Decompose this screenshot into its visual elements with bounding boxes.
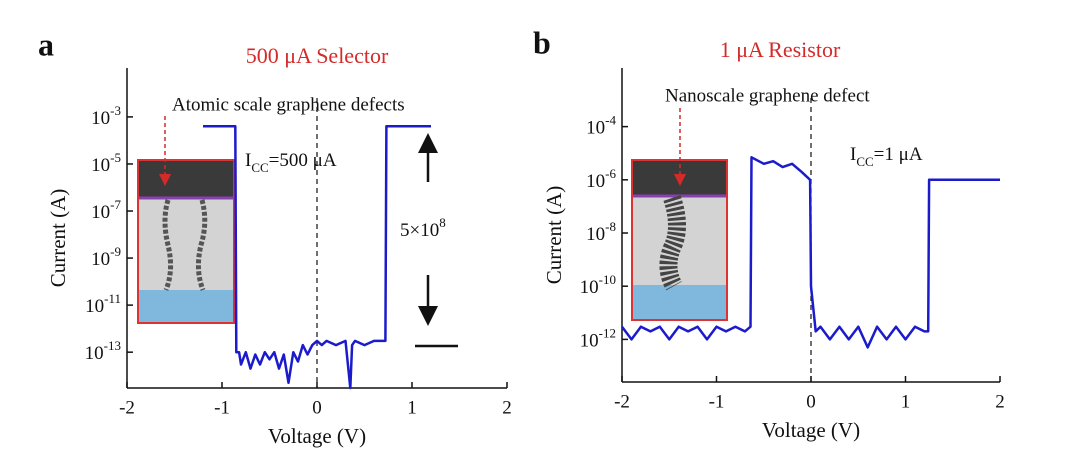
inset-a [137,159,235,324]
chart-title: 500 μA Selector [246,43,389,68]
annotation: 5×108 [400,215,446,241]
text-part: -12 [599,326,616,341]
chart-title: 1 μA Resistor [720,37,841,62]
y-tick-label: 10-12 [580,326,616,352]
x-tick-label: 1 [901,391,911,412]
x-tick-label: -1 [214,397,230,418]
y-tick-label: 10-3 [91,103,121,129]
x-tick-label: -2 [614,391,630,412]
inset-b [631,159,728,321]
y-tick-label: 10-5 [91,150,121,176]
text-part: -13 [104,339,121,354]
text-part: =500 μA [269,150,337,171]
x-tick-label: 1 [407,397,417,418]
text-part: -11 [104,292,121,307]
x-tick-label: 0 [312,397,322,418]
text-part: 10 [85,296,104,317]
text-part: 10 [586,171,605,192]
y-tick-label: 10-11 [85,292,121,318]
text-part: -7 [110,198,121,213]
text-part: 10 [91,108,110,129]
x-axis-label: Voltage (V) [268,424,366,448]
text-part: 10 [586,224,605,245]
text-part: -9 [110,245,121,260]
text-part: CC [251,160,268,175]
text-part: -8 [605,219,616,234]
text-part: -4 [605,113,616,128]
x-tick-label: -2 [119,397,135,418]
y-tick-label: 10-7 [91,198,121,224]
text-part: -3 [110,103,121,118]
y-axis-label: Current (A) [46,189,70,288]
x-tick-label: 2 [502,397,512,418]
text-part: -6 [605,166,616,181]
y-tick-label: 10-6 [586,166,616,192]
inset-label: Atomic scale graphene defects [172,94,405,115]
x-tick-label: 0 [806,391,816,412]
annotation: ICC=500 μA [245,150,337,175]
text-part: 10 [91,155,110,176]
text-part: 10 [91,202,110,223]
text-part: -5 [110,150,121,165]
y-tick-label: 10-13 [85,339,121,365]
y-tick-label: 10-9 [91,245,121,271]
text-part: CC [856,154,873,169]
text-part: -10 [599,273,616,288]
y-tick-label: 10-10 [580,273,616,299]
x-tick-label: 2 [995,391,1005,412]
y-axis-label: Current (A) [542,186,566,285]
text-part: 5×10 [400,220,439,241]
data-line [203,125,431,390]
text-part: 10 [586,118,605,139]
x-axis-label: Voltage (V) [762,418,860,442]
text-part: 10 [580,278,599,299]
text-part: I [850,144,856,165]
text-part: I [245,150,251,171]
inset-label: Nanoscale graphene defect [665,85,870,106]
y-tick-label: 10-4 [586,113,616,139]
data-line [620,156,1000,349]
text-part: 10 [91,249,110,270]
text-part: 8 [439,215,446,230]
panel-label: a [38,26,54,62]
text-part: 10 [85,344,104,365]
text-part: 10 [580,331,599,352]
panel-label: b [533,24,551,60]
y-tick-label: 10-8 [586,219,616,245]
text-part: =1 μA [874,144,923,165]
x-tick-label: -1 [709,391,725,412]
annotation: ICC=1 μA [850,144,923,169]
